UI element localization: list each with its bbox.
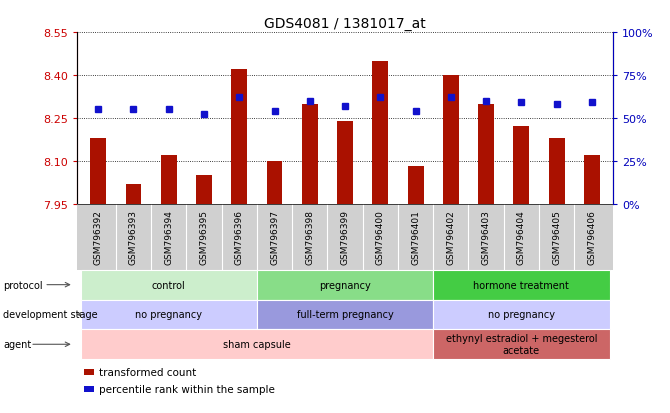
Bar [407, 167, 423, 204]
Text: GSM796402: GSM796402 [446, 209, 456, 264]
Text: GSM796403: GSM796403 [482, 209, 490, 264]
Bar [443, 76, 459, 204]
Text: GSM796393: GSM796393 [129, 209, 138, 264]
Bar [513, 127, 529, 204]
Bar [373, 62, 388, 204]
Title: GDS4081 / 1381017_at: GDS4081 / 1381017_at [264, 17, 426, 31]
Bar [337, 121, 353, 204]
Text: transformed count: transformed count [99, 367, 196, 377]
Text: agent: agent [3, 339, 31, 349]
Text: no pregnancy: no pregnancy [135, 310, 202, 320]
Bar [161, 156, 177, 204]
Bar [478, 104, 494, 204]
Text: GSM796405: GSM796405 [552, 209, 561, 264]
Text: sham capsule: sham capsule [223, 339, 291, 349]
Bar [584, 156, 600, 204]
Text: GSM796396: GSM796396 [234, 209, 244, 264]
Text: GSM796394: GSM796394 [164, 209, 174, 264]
Bar [125, 184, 141, 204]
Text: GSM796400: GSM796400 [376, 209, 385, 264]
Bar [90, 138, 106, 204]
Bar [302, 104, 318, 204]
Text: ethynyl estradiol + megesterol
acetate: ethynyl estradiol + megesterol acetate [446, 334, 597, 355]
Bar [231, 70, 247, 204]
Text: GSM796404: GSM796404 [517, 209, 526, 264]
Text: GSM796397: GSM796397 [270, 209, 279, 264]
Text: GSM796399: GSM796399 [340, 209, 350, 264]
Bar [549, 138, 565, 204]
Text: hormone treatment: hormone treatment [474, 280, 570, 290]
Bar [267, 161, 283, 204]
Text: protocol: protocol [3, 280, 43, 290]
Text: development stage: development stage [3, 310, 98, 320]
Text: GSM796395: GSM796395 [200, 209, 208, 264]
Text: GSM796406: GSM796406 [588, 209, 596, 264]
Text: control: control [152, 280, 186, 290]
Text: GSM796398: GSM796398 [306, 209, 314, 264]
Text: GSM796401: GSM796401 [411, 209, 420, 264]
Text: GSM796392: GSM796392 [94, 209, 103, 264]
Text: full-term pregnancy: full-term pregnancy [297, 310, 393, 320]
Text: no pregnancy: no pregnancy [488, 310, 555, 320]
Text: percentile rank within the sample: percentile rank within the sample [99, 384, 275, 394]
Bar [196, 176, 212, 204]
Text: pregnancy: pregnancy [319, 280, 371, 290]
